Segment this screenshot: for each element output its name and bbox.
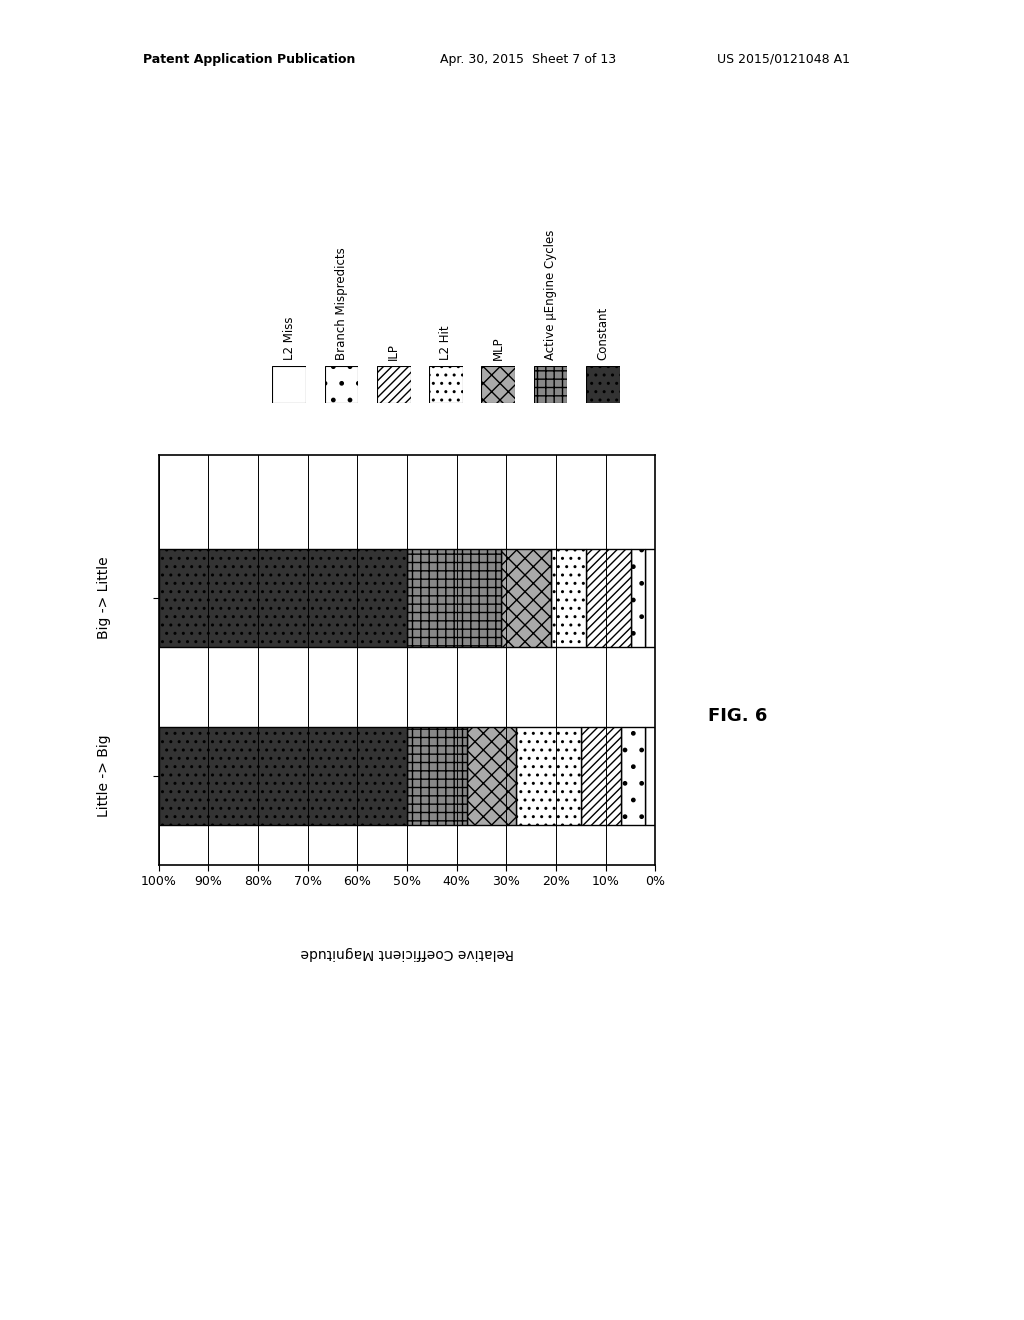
Text: ILP: ILP [387, 343, 400, 360]
Bar [159, 727, 408, 825]
Bar [586, 549, 631, 647]
Text: L2 Miss: L2 Miss [283, 317, 296, 360]
Bar [502, 549, 551, 647]
Bar [467, 727, 516, 825]
Text: Apr. 30, 2015  Sheet 7 of 13: Apr. 30, 2015 Sheet 7 of 13 [440, 53, 616, 66]
Text: FIG. 6: FIG. 6 [708, 708, 767, 726]
Text: Constant: Constant [596, 308, 609, 360]
Text: Patent Application Publication: Patent Application Publication [143, 53, 355, 66]
Bar [645, 549, 655, 647]
Text: US 2015/0121048 A1: US 2015/0121048 A1 [717, 53, 850, 66]
Text: MLP: MLP [492, 337, 505, 360]
Bar [551, 549, 586, 647]
Bar [645, 727, 655, 825]
Text: Active μEngine Cycles: Active μEngine Cycles [544, 230, 557, 360]
Text: L2 Hit: L2 Hit [439, 326, 453, 360]
Bar [408, 727, 467, 825]
Text: Branch Mispredicts: Branch Mispredicts [335, 248, 348, 360]
Bar [516, 727, 581, 825]
Bar [159, 549, 408, 647]
Bar [581, 727, 621, 825]
Bar [621, 727, 645, 825]
Bar [408, 549, 502, 647]
Text: Relative Coefficient Magnitude: Relative Coefficient Magnitude [300, 946, 514, 961]
Bar [631, 549, 645, 647]
